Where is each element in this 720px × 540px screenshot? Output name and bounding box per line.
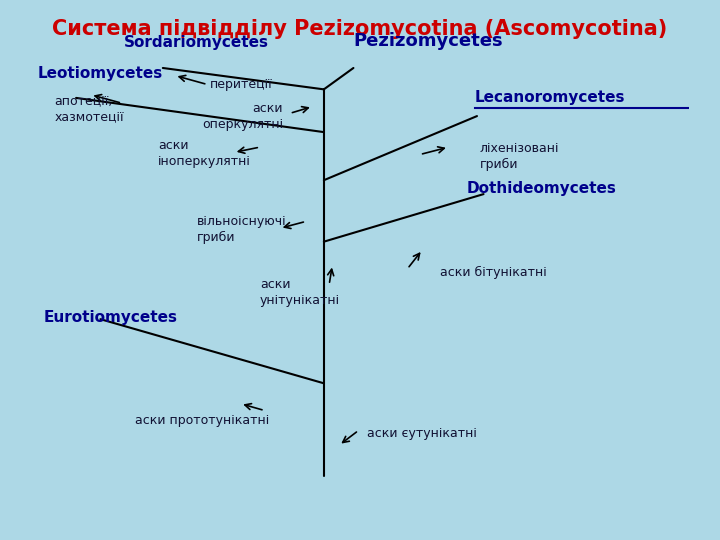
Text: Система підвідділу Pezizomycotina (Ascomycotina): Система підвідділу Pezizomycotina (Ascom… [53,19,667,39]
Text: ліхенізовані
гриби: ліхенізовані гриби [480,142,559,171]
Text: Pezizomycetes: Pezizomycetes [354,32,503,50]
Text: Dothideomycetes: Dothideomycetes [467,181,616,196]
Text: аски
оперкулятні: аски оперкулятні [202,102,283,131]
Text: апотеції,
хазмотеції: апотеції, хазмотеції [55,95,124,124]
Text: вільноіснуючі
гриби: вільноіснуючі гриби [197,215,287,245]
Text: Sordariomycetes: Sordariomycetes [123,35,269,50]
Text: аски прототунікатні: аски прототунікатні [135,414,269,427]
Text: Lecanoromycetes: Lecanoromycetes [475,90,626,105]
Text: Leotiomycetes: Leotiomycetes [38,66,163,81]
Text: перитеції: перитеції [210,78,273,91]
Text: аски
унітунікатні: аски унітунікатні [260,278,341,307]
Text: Eurotiomycetes: Eurotiomycetes [43,309,177,325]
Text: аски бітунікатні: аски бітунікатні [440,266,547,279]
Text: аски єутунікатні: аски єутунікатні [366,427,477,440]
Text: аски
іноперкулятні: аски іноперкулятні [158,139,251,168]
